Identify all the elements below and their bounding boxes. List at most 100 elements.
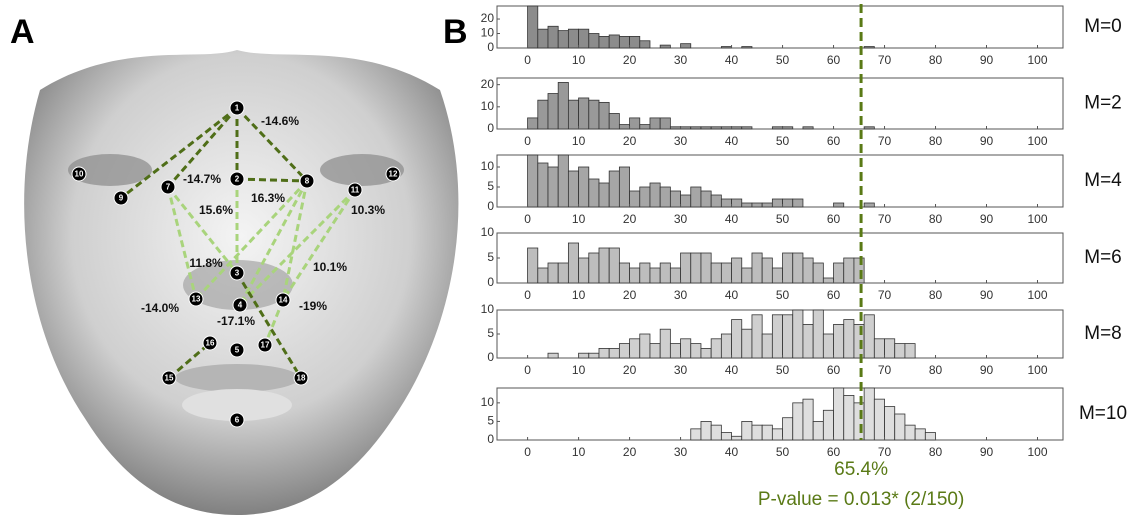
bar [741,46,753,49]
bar [588,352,600,359]
bar [567,170,579,208]
x-tick-label: 40 [725,134,739,148]
bar [853,402,865,441]
bar [843,257,855,284]
bar [822,333,834,359]
edge-label: -14.0% [141,301,179,315]
bar [680,252,692,284]
bar [720,126,732,130]
x-tick-label: 70 [878,445,892,459]
bar [812,262,824,284]
edge [235,272,303,379]
bar [741,267,753,284]
bar [731,257,743,284]
bar [649,182,661,208]
x-tick-label: 90 [980,445,994,459]
landmark [161,370,177,386]
bar [598,347,610,359]
bar [802,126,814,130]
x-tick-label: 70 [878,134,892,148]
x-tick-label: 30 [674,53,688,67]
y-tick-label: 5 [487,179,494,193]
bar [853,323,865,359]
edge-label: -14.7% [183,172,221,186]
bar [751,252,763,284]
bar [598,182,610,208]
bar [700,421,712,441]
chart-title: M=4 [1084,170,1122,191]
bar [782,252,794,284]
bar [751,202,763,208]
bar [822,409,834,441]
bar [680,43,692,49]
x-tick-label: 10 [572,53,586,67]
bar [527,247,539,284]
bar [782,417,794,441]
bar [629,36,641,49]
landmark-label: 17 [261,341,270,350]
landmark [229,100,245,116]
bar [598,36,610,49]
bar [649,267,661,284]
landmark [293,370,309,386]
bar [731,319,743,359]
bar [567,242,579,284]
bar [537,99,549,130]
bar [792,309,804,359]
x-tick-label: 90 [980,212,994,226]
bar [618,166,630,208]
bar [710,262,722,284]
eye [68,154,152,186]
landmark-label: 7 [166,183,171,192]
bar [710,338,722,359]
x-tick-label: 50 [776,53,790,67]
bar [720,198,732,208]
x-tick-label: 40 [725,288,739,302]
bar [863,314,875,359]
landmark-label: 12 [389,170,398,179]
bar [782,314,794,359]
bar [537,267,549,284]
bar [690,186,702,208]
y-tick-label: 5 [487,250,494,264]
bar [659,186,671,208]
bar [812,421,824,441]
x-tick-label: 100 [1027,288,1047,302]
y-tick-label: 10 [481,26,495,40]
landmark-label: 14 [279,296,288,305]
x-tick-label: 50 [776,212,790,226]
edge [166,186,239,274]
x-tick-label: 40 [725,363,739,377]
landmark-label: 16 [206,339,215,348]
landmark-label: 10 [75,170,84,179]
x-tick-label: 50 [776,363,790,377]
bar [710,194,722,208]
x-tick-label: 50 [776,288,790,302]
landmark-label: 6 [235,416,240,425]
x-tick-label: 40 [725,53,739,67]
bar [884,406,896,441]
bar [578,352,590,359]
bar [833,323,845,359]
x-tick-label: 60 [827,363,841,377]
bar [802,323,814,359]
bar [588,99,600,130]
bar [557,82,569,130]
bar [618,343,630,359]
y-tick-label: 5 [487,414,494,428]
bar [680,338,692,359]
bar [578,97,590,130]
x-tick-label: 60 [827,53,841,67]
x-tick-label: 40 [725,212,739,226]
bar [608,170,620,208]
bar [710,424,722,441]
edge-label: -19% [299,299,327,313]
x-tick-label: 70 [878,53,892,67]
landmark-label: 5 [235,346,240,355]
x-tick-label: 70 [878,288,892,302]
x-tick-label: 0 [524,363,531,377]
x-tick-label: 30 [674,288,688,302]
bar [598,101,610,130]
bar [822,277,834,284]
